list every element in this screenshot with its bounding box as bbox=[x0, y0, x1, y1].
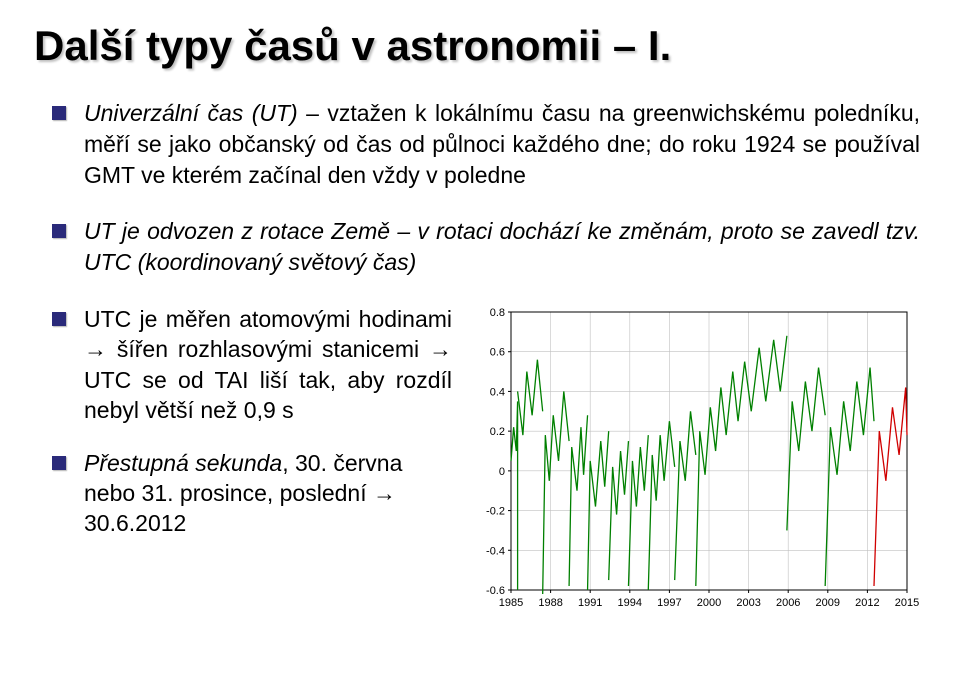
chart-svg: -0.6 -0.4 -0.2 0 0.2 0.4 0.6 0.8 1985 1988 1991 199… bbox=[470, 304, 920, 614]
svg-text:0.2: 0.2 bbox=[490, 426, 505, 438]
bullet-square-icon bbox=[52, 312, 66, 326]
svg-text:1991: 1991 bbox=[578, 597, 602, 609]
svg-text:2006: 2006 bbox=[776, 597, 800, 609]
bullet-3-text: UTC je měřen atomovými hodinami → šířen … bbox=[84, 304, 452, 425]
bullet-4-emphasis: Přestupná sekunda bbox=[84, 450, 282, 476]
svg-text:-0.2: -0.2 bbox=[486, 506, 505, 518]
lower-left-column: UTC je měřen atomovými hodinami → šířen … bbox=[52, 304, 452, 614]
svg-text:2000: 2000 bbox=[697, 597, 721, 609]
svg-text:2009: 2009 bbox=[816, 597, 840, 609]
bullet-4: Přestupná sekunda, 30. června nebo 31. p… bbox=[52, 448, 452, 539]
bullet-square-icon bbox=[52, 224, 66, 238]
svg-text:1997: 1997 bbox=[657, 597, 681, 609]
svg-text:1994: 1994 bbox=[618, 597, 642, 609]
bullet-1-emphasis: Univerzální čas (UT) bbox=[84, 100, 298, 126]
svg-text:2012: 2012 bbox=[855, 597, 879, 609]
bullet-2-italic: UTC (koordinovaný světový čas) bbox=[84, 249, 416, 275]
bullet-2-prefix: UT je odvozen z rotace Země – v rotaci d… bbox=[84, 218, 920, 244]
svg-text:-0.6: -0.6 bbox=[486, 585, 505, 597]
dut1-chart: -0.6 -0.4 -0.2 0 0.2 0.4 0.6 0.8 1985 1988 1991 199… bbox=[470, 304, 920, 614]
lower-row: UTC je měřen atomovými hodinami → šířen … bbox=[0, 304, 960, 614]
bullet-square-icon bbox=[52, 456, 66, 470]
svg-text:1988: 1988 bbox=[538, 597, 562, 609]
bullet-square-icon bbox=[52, 106, 66, 120]
bullet-3: UTC je měřen atomovými hodinami → šířen … bbox=[52, 304, 452, 425]
bullet-1: Univerzální čas (UT) – vztažen k lokální… bbox=[52, 98, 920, 190]
svg-text:0: 0 bbox=[499, 466, 505, 478]
svg-text:-0.4: -0.4 bbox=[486, 545, 505, 557]
svg-text:0.6: 0.6 bbox=[490, 347, 505, 359]
bullet-2: UT je odvozen z rotace Země – v rotaci d… bbox=[52, 216, 920, 278]
svg-text:2015: 2015 bbox=[895, 597, 919, 609]
svg-text:0.4: 0.4 bbox=[490, 386, 505, 398]
content-area: Univerzální čas (UT) – vztažen k lokální… bbox=[0, 70, 960, 278]
slide-title: Další typy časů v astronomii – I. bbox=[0, 0, 960, 70]
svg-text:2003: 2003 bbox=[736, 597, 760, 609]
svg-text:0.8: 0.8 bbox=[490, 307, 505, 319]
svg-text:1985: 1985 bbox=[499, 597, 523, 609]
